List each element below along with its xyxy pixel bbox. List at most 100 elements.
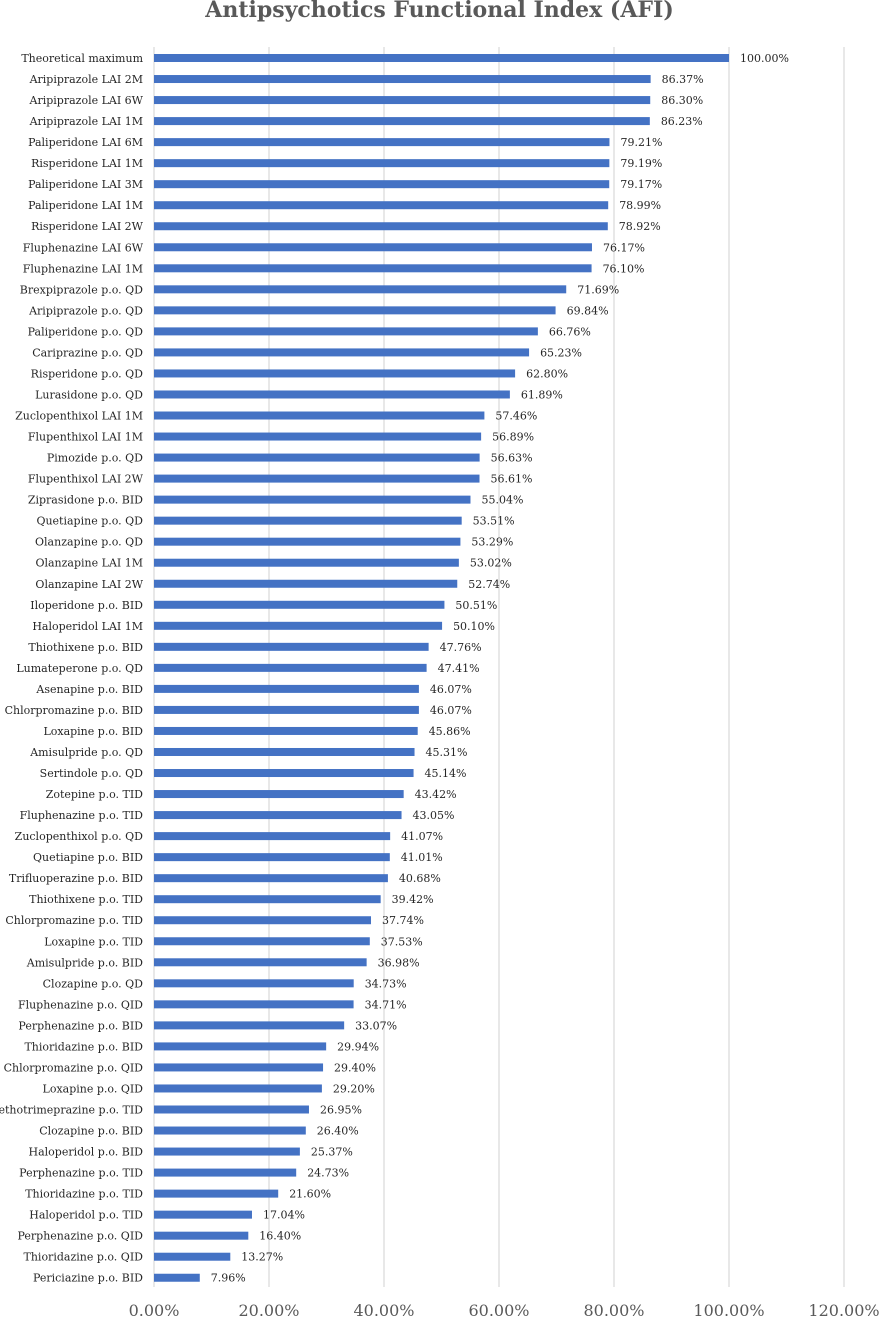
bar <box>154 937 370 946</box>
bar <box>154 1210 252 1219</box>
data-label: 66.76% <box>549 325 591 338</box>
category-label: Paliperidone LAI 3M <box>28 178 143 191</box>
bar <box>154 138 610 147</box>
category-label: Haloperidol p.o. TID <box>29 1209 143 1222</box>
data-label: 13.27% <box>241 1251 283 1264</box>
bar <box>154 453 480 462</box>
data-label: 78.92% <box>619 220 661 233</box>
data-label: 79.21% <box>620 136 662 149</box>
category-label: Methotrimeprazine p.o. TID <box>0 1104 143 1117</box>
bar <box>154 264 592 273</box>
bar <box>154 1021 345 1030</box>
category-label: Flupenthixol LAI 2W <box>28 473 144 486</box>
data-label: 56.89% <box>492 431 534 444</box>
data-label: 47.41% <box>438 662 480 675</box>
data-label: 45.14% <box>425 767 467 780</box>
data-label: 26.95% <box>320 1104 362 1117</box>
bar <box>154 432 482 441</box>
category-label: Perphenazine p.o. BID <box>18 1019 143 1032</box>
bar <box>154 1147 300 1156</box>
data-label: 65.23% <box>540 346 582 359</box>
bar <box>154 159 610 168</box>
data-label: 45.31% <box>426 746 468 759</box>
category-label: Haloperidol LAI 1M <box>32 620 143 633</box>
data-label: 21.60% <box>289 1188 331 1201</box>
category-label: Paliperidone LAI 6M <box>28 136 143 149</box>
data-label: 56.63% <box>491 452 533 465</box>
bar <box>154 348 530 357</box>
bar <box>154 1105 309 1114</box>
data-label: 47.76% <box>440 641 482 654</box>
bar <box>154 1168 297 1177</box>
category-label: Sertindole p.o. QD <box>40 767 143 780</box>
bar <box>154 832 391 841</box>
bar <box>154 769 414 778</box>
data-label: 29.20% <box>333 1082 375 1095</box>
bar <box>154 916 372 925</box>
category-label: Zuclopenthixol LAI 1M <box>15 410 143 423</box>
data-label: 55.04% <box>481 494 523 507</box>
category-label: Zuclopenthixol p.o. QD <box>15 830 144 843</box>
category-label: Chlorpromazine p.o. TID <box>5 914 143 927</box>
bar <box>154 180 610 189</box>
category-label: Olanzapine p.o. QD <box>35 536 143 549</box>
data-label: 57.46% <box>495 410 537 423</box>
bar <box>154 75 651 84</box>
category-label: Haloperidol p.o. BID <box>28 1146 143 1159</box>
data-label: 24.73% <box>307 1167 349 1180</box>
category-label: Loxapine p.o. TID <box>44 935 143 948</box>
category-label: Periciazine p.o. BID <box>33 1272 143 1285</box>
data-label: 53.02% <box>470 557 512 570</box>
bar <box>154 663 427 672</box>
bar <box>154 117 650 126</box>
bar <box>154 1189 279 1198</box>
bar <box>154 747 415 756</box>
x-tick-label: 100.00% <box>693 1301 764 1317</box>
chart-title: Antipsychotics Functional Index (AFI) <box>205 0 674 23</box>
data-label: 34.71% <box>365 998 407 1011</box>
data-label: 56.61% <box>491 473 533 486</box>
category-label: Thiothixene p.o. BID <box>28 641 143 654</box>
category-label: Quetiapine p.o. BID <box>33 851 143 864</box>
bar <box>154 54 729 62</box>
bar <box>154 853 390 862</box>
bar <box>154 201 609 210</box>
data-label: 36.98% <box>378 956 420 969</box>
x-tick-label: 40.00% <box>353 1301 414 1317</box>
bar <box>154 726 418 735</box>
data-label: 79.17% <box>620 178 662 191</box>
bar <box>154 558 459 567</box>
data-label: 29.94% <box>337 1040 379 1053</box>
data-label: 17.04% <box>263 1209 305 1222</box>
x-tick-label: 0.00% <box>129 1301 180 1317</box>
category-label: Risperidone p.o. QD <box>31 367 144 380</box>
category-label: Fluphenazine LAI 6W <box>23 241 144 254</box>
bar <box>154 790 404 799</box>
category-label: Aripiprazole LAI 2M <box>29 73 143 86</box>
bar <box>154 306 556 315</box>
category-label: Olanzapine LAI 1M <box>35 557 143 570</box>
category-label: Theoretical maximum <box>21 52 143 65</box>
bar <box>154 979 354 988</box>
data-label: 53.29% <box>471 536 513 549</box>
bar <box>154 1063 324 1072</box>
category-label: Trifluoperazine p.o. BID <box>9 872 143 885</box>
data-label: 79.19% <box>620 157 662 170</box>
bar <box>154 369 516 378</box>
data-label: 53.51% <box>473 515 515 528</box>
data-label: 29.40% <box>334 1061 376 1074</box>
data-label: 52.74% <box>468 578 510 591</box>
bar <box>154 1000 354 1009</box>
category-label: Lurasidone p.o. QD <box>35 388 143 401</box>
category-label: Thioridazine p.o. TID <box>25 1188 143 1201</box>
category-label: Perphenazine p.o. TID <box>19 1167 143 1180</box>
data-label: 34.73% <box>365 977 407 990</box>
category-label: Fluphenazine p.o. QID <box>18 998 143 1011</box>
category-label: Asenapine p.o. BID <box>35 683 143 696</box>
category-label: Brexpiprazole p.o. QD <box>20 283 143 296</box>
data-label: 16.40% <box>259 1230 301 1243</box>
data-label: 41.01% <box>401 851 443 864</box>
data-label: 43.42% <box>415 788 457 801</box>
